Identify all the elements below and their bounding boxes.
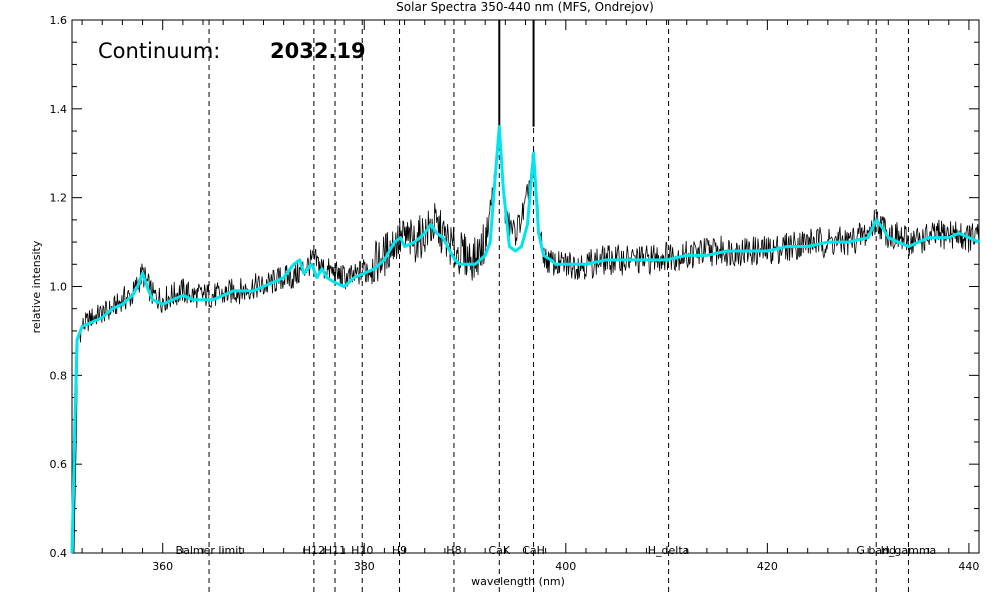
y-tick-label: 1.2 — [50, 192, 68, 205]
continuum-annotation: Continuum: 2032.19 — [98, 39, 366, 63]
x-axis-label: wavelength (nm) — [471, 575, 565, 588]
x-tick-label: 400 — [555, 560, 576, 573]
y-tick-label: 0.6 — [50, 458, 68, 471]
y-tick-label: 1.0 — [50, 281, 68, 294]
marker-label-H11: H11 — [324, 544, 346, 557]
marker-label-CaK: CaK — [488, 544, 510, 557]
raw-spectrum-line — [73, 124, 980, 554]
marker-label-H9: H9 — [392, 544, 407, 557]
marker-label-CaH: CaH — [522, 544, 545, 557]
marker-label-H8: H8 — [446, 544, 461, 557]
x-tick-label: 380 — [354, 560, 375, 573]
x-tick-label: 360 — [152, 560, 173, 573]
x-tick-label: 440 — [958, 560, 979, 573]
marker-label-H_delta: H_delta — [648, 544, 690, 557]
marker-label-G_band: G band — [856, 544, 896, 557]
marker-label-H10: H10 — [351, 544, 373, 557]
marker-label-Balmer_limit: Balmer limit — [176, 544, 244, 557]
marker-label-H12: H12 — [303, 544, 325, 557]
y-tick-label: 0.8 — [50, 369, 68, 382]
series-group — [70, 124, 980, 554]
continuum-label: Continuum: — [98, 39, 220, 63]
chart-title: Solar Spectra 350-440 nm (MFS, Ondrejov) — [396, 0, 654, 14]
x-tick-label: 420 — [757, 560, 778, 573]
smoothed-spectrum-line — [70, 125, 980, 554]
y-tick-label: 0.4 — [50, 547, 68, 560]
y-tick-label: 1.6 — [50, 14, 68, 27]
continuum-value: 2032.19 — [270, 39, 366, 63]
y-axis-label: relative intensity — [30, 240, 43, 333]
y-tick-label: 1.4 — [50, 103, 68, 116]
